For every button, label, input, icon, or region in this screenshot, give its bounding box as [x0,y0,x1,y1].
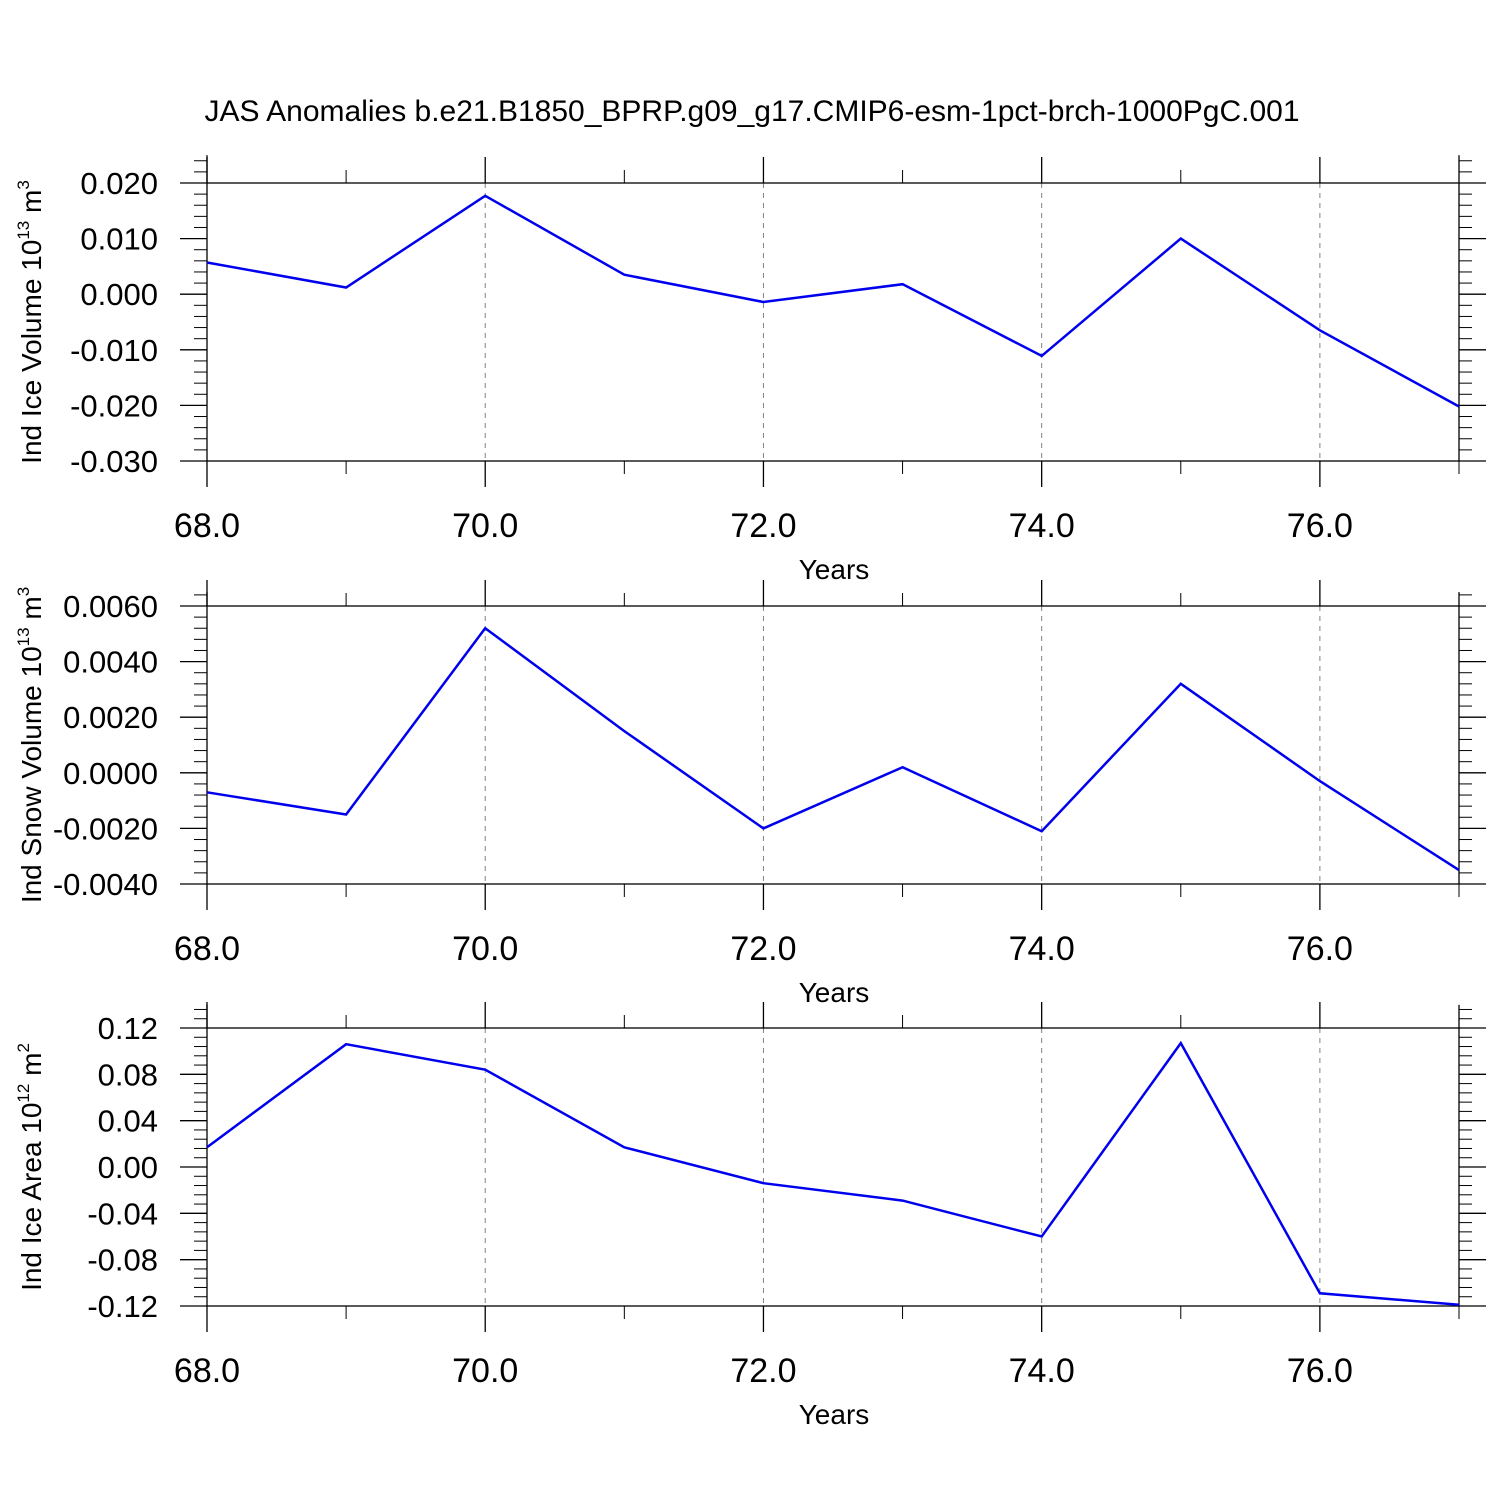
x-tick-label: 72.0 [730,507,796,545]
x-tick-label: 76.0 [1287,507,1353,545]
y-axis-title-exponent: 13 [14,627,33,646]
y-axis-title-exponent: 13 [14,221,33,240]
x-tick-label: 72.0 [730,930,796,968]
y-axis-title-exponent: 12 [14,1084,33,1103]
y-axis-title-main: Ind Ice Volume 10 [16,240,47,464]
y-axis-title-unit: m [16,190,47,221]
x-axis-title: Years [799,977,870,1008]
x-tick-label: 74.0 [1009,507,1075,545]
x-axis-title: Years [799,1399,870,1430]
y-tick-label: 0.04 [98,1104,158,1139]
y-tick-label: -0.0020 [53,811,158,846]
panel-2: 68.0 70.0 72.0 74.0 76.0 0.0060 0.0040 0.0020 0.… [14,580,1486,1008]
y-tick-label: 0.12 [98,1011,158,1046]
x-tick-label: 76.0 [1287,930,1353,968]
y-axis-title-main: Ind Snow Volume 10 [16,646,47,903]
x-tick-label: 70.0 [452,507,518,545]
y-tick-label: -0.020 [70,388,158,423]
x-tick-label: 70.0 [452,1352,518,1390]
x-tick-label: 68.0 [174,507,240,545]
y-axis-title: Ind Ice Volume 1013 m3 [14,180,47,464]
y-tick-label: -0.010 [70,333,158,368]
y-tick-label: 0.0060 [63,589,158,624]
y-tick-label: 0.020 [80,166,158,201]
x-tick-label: 74.0 [1009,930,1075,968]
y-tick-label: 0.010 [80,222,158,257]
y-axis-title-main: Ind Ice Area 10 [16,1103,47,1291]
y-tick-label: 0.0000 [63,756,158,791]
y-axis-title: Ind Snow Volume 1013 m3 [14,587,47,903]
y-axis-title-unit-exponent: 2 [14,1043,33,1052]
series-line [206,194,1460,408]
x-tick-label: 68.0 [174,1352,240,1390]
figure-title: JAS Anomalies b.e21.B1850_BPRP.g09_g17.C… [204,95,1299,128]
y-axis-title-unit: m [16,596,47,627]
y-tick-label: -0.04 [87,1196,158,1231]
x-tick-label: 74.0 [1009,1352,1075,1390]
x-tick-label: 70.0 [452,930,518,968]
y-tick-label: -0.08 [87,1243,158,1278]
y-tick-label: 0.000 [80,277,158,312]
y-axis-title: Ind Ice Area 1012 m2 [14,1043,47,1291]
panels: 68.0 70.0 72.0 74.0 76.0 0.020 0.010 0.000 -0.01… [14,155,1486,1430]
y-tick-label: 0.0020 [63,700,158,735]
x-tick-label: 72.0 [730,1352,796,1390]
plot-frame [206,182,1460,462]
panel-3: 68.0 70.0 72.0 74.0 76.0 0.12 0.08 0.04 0.00 -0.0… [14,1002,1486,1430]
series-line [206,1040,1460,1307]
y-tick-label: -0.0040 [53,867,158,902]
y-axis-title-unit-exponent: 3 [14,180,33,189]
y-tick-label: -0.030 [70,444,158,479]
y-tick-label: 0.0040 [63,645,158,680]
y-axis-title-unit-exponent: 3 [14,587,33,596]
x-axis-title: Years [799,554,870,585]
y-tick-label: 0.00 [98,1150,158,1185]
panel-1: 68.0 70.0 72.0 74.0 76.0 0.020 0.010 0.000 -0.01… [14,155,1486,585]
y-tick-label: -0.12 [87,1289,158,1324]
x-tick-label: 68.0 [174,930,240,968]
y-axis-title-unit: m [16,1053,47,1084]
plot-frame [206,605,1460,885]
y-tick-label: 0.08 [98,1057,158,1092]
series-line [206,626,1460,872]
x-tick-label: 76.0 [1287,1352,1353,1390]
